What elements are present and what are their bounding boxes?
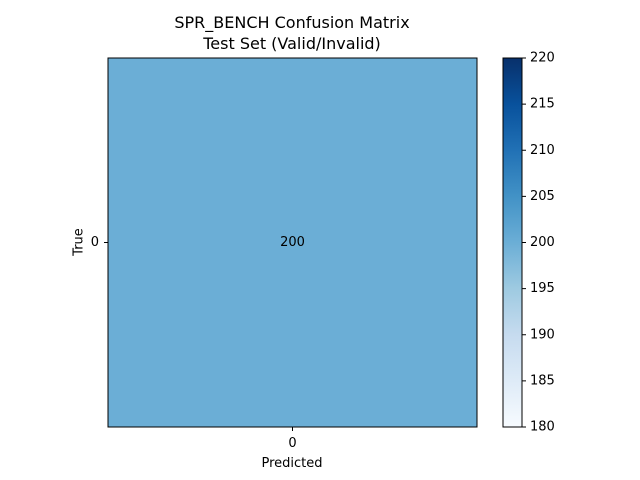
heatmap-cells: 200 bbox=[108, 58, 477, 427]
x-tick-label: 0 bbox=[288, 436, 296, 451]
y-tick-label: 0 bbox=[91, 235, 99, 250]
heatmap-cell bbox=[108, 58, 477, 427]
x-axis-label: Predicted bbox=[261, 456, 322, 471]
y-axis-label: True bbox=[72, 228, 87, 257]
colorbar-tick-label: 220 bbox=[530, 51, 555, 66]
colorbar-tick-label: 210 bbox=[530, 143, 555, 158]
colorbar-tick-label: 190 bbox=[530, 327, 555, 342]
chart-title-line1: SPR_BENCH Confusion Matrix bbox=[174, 13, 409, 33]
colorbar-ticks: 180 185 190 195 200 205 210 215 220 bbox=[522, 51, 555, 435]
colorbar bbox=[503, 58, 522, 427]
y-ticks: 0 bbox=[91, 235, 108, 250]
colorbar-tick-label: 215 bbox=[530, 97, 555, 112]
colorbar-tick-label: 200 bbox=[530, 235, 555, 250]
x-ticks: 0 bbox=[288, 427, 297, 451]
colorbar-tick-label: 205 bbox=[530, 189, 555, 204]
colorbar-tick-label: 185 bbox=[530, 373, 555, 388]
colorbar-tick-label: 195 bbox=[530, 281, 555, 296]
heatmap-cell-value: 200 bbox=[280, 235, 305, 250]
colorbar-tick-label: 180 bbox=[530, 420, 555, 435]
chart-title-line2: Test Set (Valid/Invalid) bbox=[202, 34, 381, 53]
